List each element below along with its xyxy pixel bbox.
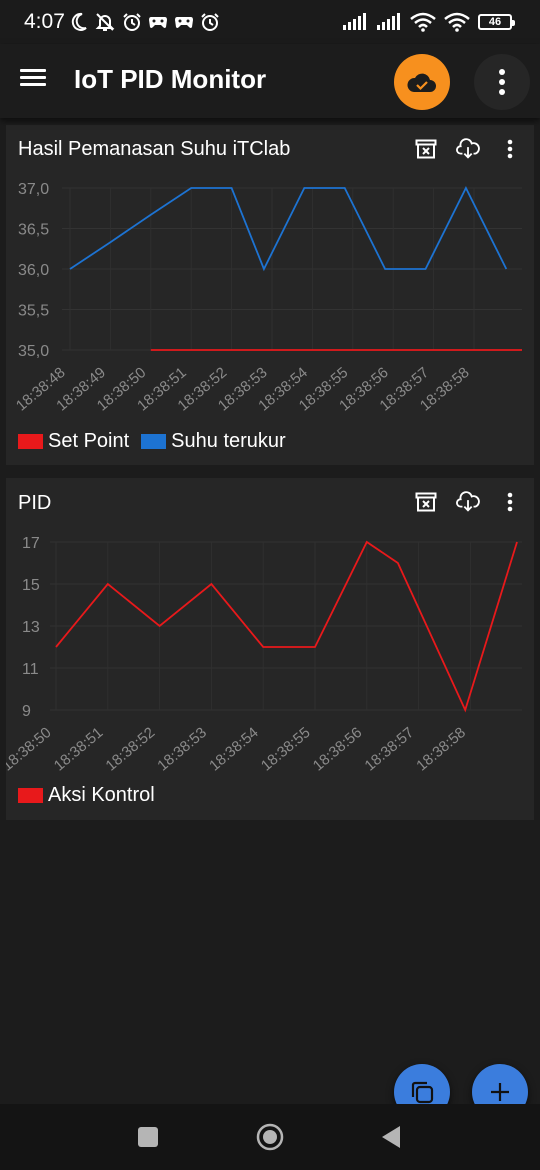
copy-icon xyxy=(411,1081,434,1104)
cloud-download-icon[interactable] xyxy=(456,490,480,514)
x-tick-label: 18:38:53 xyxy=(154,724,210,775)
card-actions xyxy=(414,490,522,514)
battery-icon: 46 xyxy=(478,14,515,30)
home-icon xyxy=(256,1123,284,1151)
game-controller-icon xyxy=(149,17,167,28)
legend-label: Aksi Kontrol xyxy=(48,784,155,806)
legend-label: Set Point xyxy=(48,430,130,452)
legend-item-set-point: Set Point xyxy=(18,430,129,453)
y-tick-label: 15 xyxy=(22,577,40,594)
legend-swatch xyxy=(141,434,167,449)
signal-icon xyxy=(377,13,400,30)
menu-button[interactable] xyxy=(20,66,58,96)
legend-item-suhu-terukur: Suhu terukur xyxy=(141,430,286,453)
chart-legend: Aksi Kontrol xyxy=(18,784,167,807)
bell-off-icon xyxy=(95,13,115,31)
status-time: 4:07 xyxy=(24,10,65,33)
app-bar: IoT PID Monitor xyxy=(0,44,540,118)
menu-icon-line xyxy=(20,83,46,86)
card-title: PID xyxy=(18,492,52,514)
card-more-vert-icon[interactable] xyxy=(498,137,522,161)
card-actions xyxy=(414,137,522,161)
card-title: Hasil Pemanasan Suhu iTClab xyxy=(18,138,291,160)
page-title: IoT PID Monitor xyxy=(74,64,267,94)
y-tick-label: 35,0 xyxy=(18,343,49,360)
x-tick-label: 18:38:56 xyxy=(310,724,366,775)
y-tick-label: 35,5 xyxy=(18,303,49,320)
alarm-icon xyxy=(123,13,141,31)
pid-chart: 17151311918:38:5018:38:5118:38:5218:38:5… xyxy=(6,535,522,775)
chart-legend: Set Point Suhu terukur xyxy=(18,430,298,453)
chart-card-pid: 17 15 13 11 9 18:38:50 18:38:51 18:38:52 18:38:5… xyxy=(6,478,534,820)
cloud-check-icon xyxy=(407,73,436,92)
sync-button[interactable] xyxy=(394,54,450,110)
archive-x-icon[interactable] xyxy=(414,137,438,161)
game-controller-icon xyxy=(175,17,193,28)
status-bar: 4:07 46 xyxy=(0,0,540,44)
signal-icon xyxy=(343,13,366,30)
back-button[interactable] xyxy=(380,1125,402,1154)
recent-apps-icon xyxy=(138,1127,158,1147)
y-tick-label: 36,0 xyxy=(18,262,49,279)
y-tick-label: 17 xyxy=(22,535,40,552)
menu-icon-line xyxy=(20,76,46,79)
legend-label: Suhu terukur xyxy=(171,430,286,452)
temperature-chart: 37,036,536,035,535,018:38:4818:38:4918:3… xyxy=(13,181,522,415)
card-more-vert-icon[interactable] xyxy=(498,490,522,514)
y-tick-label: 9 xyxy=(22,703,31,720)
y-tick-label: 36,5 xyxy=(18,222,49,239)
x-tick-label: 18:38:57 xyxy=(362,724,418,775)
more-vert-icon xyxy=(499,69,505,95)
x-tick-label: 18:38:54 xyxy=(206,724,262,775)
back-icon xyxy=(382,1126,400,1148)
x-tick-label: 18:38:58 xyxy=(413,724,469,775)
y-tick-label: 11 xyxy=(22,661,39,678)
series-line xyxy=(55,540,518,713)
y-tick-label: 37,0 xyxy=(18,181,49,198)
wifi-icon xyxy=(444,12,470,32)
status-icons-left xyxy=(70,8,220,36)
legend-swatch xyxy=(18,434,43,449)
moon-icon xyxy=(71,12,87,31)
cloud-download-icon[interactable] xyxy=(456,137,480,161)
home-button[interactable] xyxy=(256,1123,284,1156)
x-tick-label: 18:38:55 xyxy=(258,724,314,775)
legend-swatch xyxy=(18,788,43,803)
x-tick-label: 18:38:50 xyxy=(6,724,55,775)
system-nav-bar xyxy=(0,1104,540,1170)
plus-icon xyxy=(491,1083,509,1101)
series-line xyxy=(69,185,508,272)
battery-level: 46 xyxy=(488,16,502,28)
chart-card-temperature: 37,0 36,5 36,0 35,5 35,0 18:38:48 18:38:49 18:3… xyxy=(6,125,534,465)
more-button[interactable] xyxy=(474,54,530,110)
y-tick-label: 13 xyxy=(22,619,40,636)
legend-item-aksi-kontrol: Aksi Kontrol xyxy=(18,784,155,807)
menu-icon-line xyxy=(20,69,46,72)
alarm-icon xyxy=(201,13,219,31)
recent-apps-button[interactable] xyxy=(137,1126,159,1153)
status-icons-right: 46 xyxy=(342,10,515,34)
x-tick-label: 18:38:51 xyxy=(51,724,107,775)
x-tick-label: 18:38:52 xyxy=(103,724,159,775)
archive-x-icon[interactable] xyxy=(414,490,438,514)
wifi-icon xyxy=(410,12,436,32)
